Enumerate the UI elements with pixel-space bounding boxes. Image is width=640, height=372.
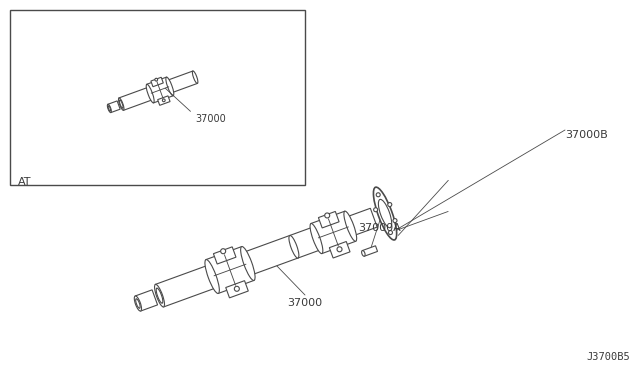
Ellipse shape [376, 193, 380, 197]
Ellipse shape [205, 260, 220, 294]
Text: J3700B5: J3700B5 [586, 352, 630, 362]
Bar [10, 10, 305, 185]
Ellipse shape [108, 104, 111, 113]
Polygon shape [157, 96, 170, 105]
Ellipse shape [373, 187, 397, 240]
Ellipse shape [193, 71, 198, 83]
Polygon shape [168, 71, 197, 92]
Polygon shape [244, 235, 298, 275]
Text: 37000A: 37000A [358, 223, 401, 233]
Ellipse shape [324, 213, 330, 218]
Ellipse shape [388, 203, 392, 206]
Ellipse shape [120, 100, 123, 108]
Polygon shape [319, 211, 339, 228]
Text: 37000B: 37000B [565, 130, 608, 140]
Ellipse shape [310, 224, 323, 254]
Ellipse shape [136, 299, 140, 308]
Polygon shape [135, 290, 157, 311]
Text: 37000: 37000 [195, 114, 227, 124]
Polygon shape [347, 208, 377, 235]
Ellipse shape [362, 250, 365, 256]
Text: 37000: 37000 [287, 298, 323, 308]
Ellipse shape [234, 286, 239, 291]
Polygon shape [290, 227, 321, 258]
Polygon shape [213, 247, 236, 264]
Polygon shape [147, 77, 173, 103]
Polygon shape [226, 281, 248, 298]
Ellipse shape [166, 77, 174, 96]
Polygon shape [362, 246, 378, 256]
Text: AT: AT [18, 177, 31, 187]
Polygon shape [206, 247, 254, 294]
Ellipse shape [241, 247, 255, 280]
Ellipse shape [108, 106, 111, 111]
Ellipse shape [154, 284, 164, 307]
Polygon shape [156, 266, 215, 307]
Ellipse shape [378, 199, 392, 228]
Ellipse shape [155, 78, 157, 81]
Polygon shape [330, 241, 350, 258]
Ellipse shape [393, 219, 397, 222]
Polygon shape [311, 211, 356, 254]
Ellipse shape [344, 211, 356, 241]
Ellipse shape [134, 296, 141, 311]
Ellipse shape [374, 208, 378, 212]
Ellipse shape [146, 84, 154, 103]
Ellipse shape [221, 249, 226, 254]
Ellipse shape [156, 288, 163, 303]
Polygon shape [119, 87, 152, 110]
Ellipse shape [118, 98, 124, 110]
Ellipse shape [337, 247, 342, 252]
Polygon shape [108, 101, 120, 113]
Polygon shape [151, 77, 163, 87]
Ellipse shape [289, 235, 299, 258]
Ellipse shape [388, 231, 392, 235]
Ellipse shape [163, 99, 165, 102]
